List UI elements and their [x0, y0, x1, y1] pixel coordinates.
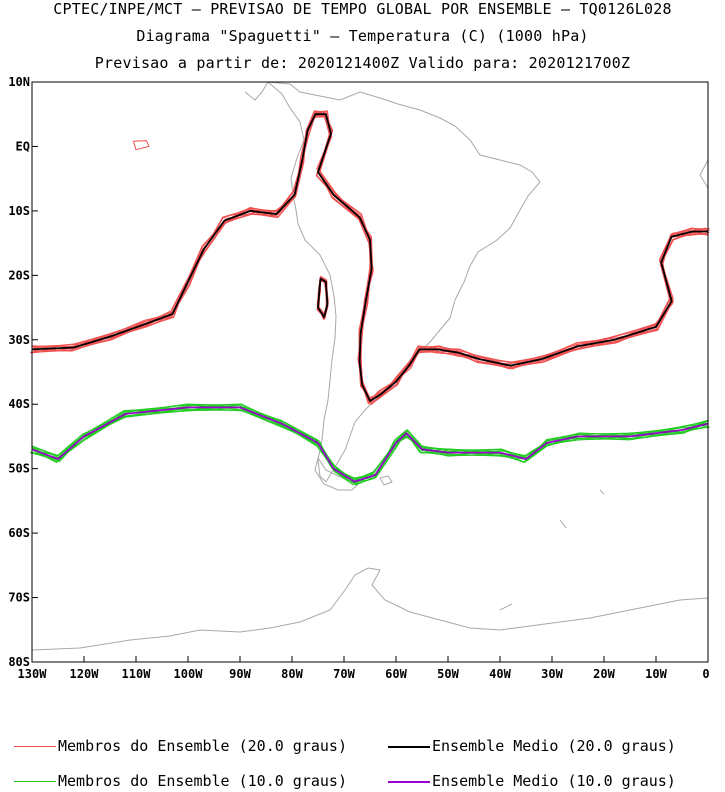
- ensemble-mean-20-contour: [317, 277, 329, 319]
- ensemble-mean-10-contour: [31, 406, 709, 483]
- legend-label-mean-10: Ensemble Medio (10.0 graus): [432, 772, 676, 790]
- lon-label: 0: [702, 667, 709, 681]
- legend-swatch-mean-10: [388, 780, 430, 783]
- lon-label: 30W: [541, 667, 563, 681]
- legend-member-10: Membros do Ensemble (10.0 graus): [14, 772, 347, 790]
- lon-label: 110W: [122, 667, 152, 681]
- lon-label: 20W: [593, 667, 615, 681]
- falkland-islands: [379, 475, 393, 486]
- ensemble-member-10-contour: [30, 408, 709, 485]
- south-america-coast: [266, 81, 541, 483]
- legend-mean-20: Ensemble Medio (20.0 graus): [388, 737, 676, 755]
- africa-coast: [699, 159, 709, 189]
- legend-label-member-20: Membros do Ensemble (20.0 graus): [58, 737, 347, 755]
- lon-label: 70W: [333, 667, 355, 681]
- legend-label-member-10: Membros do Ensemble (10.0 graus): [58, 772, 347, 790]
- lat-label: EQ: [16, 139, 30, 153]
- legend-mean-10: Ensemble Medio (10.0 graus): [388, 772, 676, 790]
- ensemble-member-10-contour: [33, 404, 707, 484]
- ensemble-member-10-contour: [32, 403, 710, 479]
- map-panel: 10N EQ 10S 20S 30S 40S 50S 60S 70S 80S 130W 120W 11…: [8, 75, 710, 681]
- lon-label: 130W: [18, 667, 48, 681]
- lon-label: 100W: [174, 667, 204, 681]
- legend-swatch-member-20: [14, 746, 56, 747]
- axis-ticks: [31, 81, 709, 663]
- lon-label: 90W: [229, 667, 251, 681]
- ensemble-member-20-contour: [31, 111, 710, 405]
- lat-label: 50S: [8, 462, 30, 476]
- legend-swatch-member-10: [14, 781, 56, 782]
- coastlines: [31, 81, 709, 651]
- lon-label: 40W: [489, 667, 511, 681]
- lat-label: 40S: [8, 397, 30, 411]
- lon-label: 80W: [281, 667, 303, 681]
- map-frame: [31, 81, 709, 663]
- map-title-line-1: CPTEC/INPE/MCT – PREVISAO DE TEMPO GLOBA…: [53, 0, 672, 18]
- contour-layer: [30, 110, 710, 486]
- legend-swatch-mean-20: [388, 745, 430, 748]
- ensemble-member-20-contour: [132, 140, 150, 151]
- map-title-line-2: Diagrama "Spaguetti" – Temperatura (C) (…: [136, 27, 589, 45]
- lat-label: 20S: [8, 268, 30, 282]
- lat-label: 10S: [8, 204, 30, 218]
- map-title-line-3: Previsao a partir de: 2020121400Z Valido…: [94, 54, 631, 72]
- longitude-labels: 130W 120W 110W 100W 90W 80W 70W 60W 50W 40W 30W 20W…: [18, 667, 710, 681]
- lat-label: 10N: [8, 75, 30, 89]
- legend-label-mean-20: Ensemble Medio (20.0 graus): [432, 737, 676, 755]
- lon-label: 60W: [385, 667, 407, 681]
- lon-label: 50W: [437, 667, 459, 681]
- legend-member-20: Membros do Ensemble (20.0 graus): [14, 737, 347, 755]
- antarctic-islands: [499, 489, 605, 611]
- central-america-coast: [244, 81, 269, 101]
- lon-label: 10W: [645, 667, 667, 681]
- lat-label: 30S: [8, 333, 30, 347]
- ensemble-member-10-contour: [31, 406, 708, 483]
- lon-label: 120W: [70, 667, 100, 681]
- ensemble-member-20-contour: [32, 110, 707, 405]
- ensemble-mean-20-contour: [31, 113, 708, 402]
- lat-label: 80S: [8, 655, 30, 669]
- lat-label: 70S: [8, 591, 30, 605]
- tierra-del-fuego: [314, 456, 359, 491]
- antarctica-coast: [31, 567, 709, 651]
- latitude-labels: 10N EQ 10S 20S 30S 40S 50S 60S 70S 80S: [8, 75, 30, 669]
- lat-label: 60S: [8, 526, 30, 540]
- ensemble-member-20-contour: [318, 278, 327, 319]
